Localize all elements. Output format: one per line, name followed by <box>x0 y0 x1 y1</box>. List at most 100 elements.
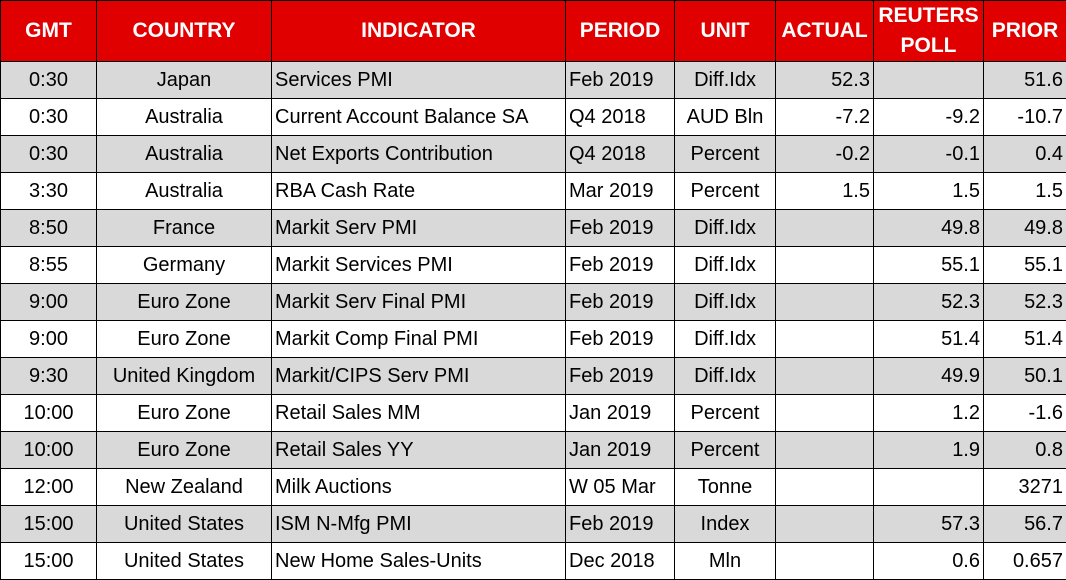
actual-cell: -0.2 <box>775 135 874 173</box>
indicator-cell: Retail Sales YY <box>271 431 566 469</box>
unit-cell: Diff.Idx <box>674 357 776 395</box>
prior-cell: 0.4 <box>983 135 1066 173</box>
reuters-poll-cell: 1.2 <box>873 394 984 432</box>
prior-cell: 51.6 <box>983 61 1066 99</box>
indicator-cell: Markit Serv PMI <box>271 209 566 247</box>
column-header: COUNTRY <box>96 0 272 62</box>
table-row: 9:30 United Kingdom Markit/CIPS Serv PMI Fe… <box>0 357 1066 395</box>
country-cell: Australia <box>96 172 272 210</box>
table-row: 3:30 Australia RBA Cash Rate Mar 2019 Percen… <box>0 172 1066 210</box>
table-row: 9:00 Euro Zone Markit Comp Final PMI Feb 20… <box>0 320 1066 358</box>
country-cell: Euro Zone <box>96 283 272 321</box>
indicator-cell: Markit Serv Final PMI <box>271 283 566 321</box>
country-cell: United States <box>96 505 272 543</box>
gmt-cell: 10:00 <box>0 394 97 432</box>
gmt-cell: 3:30 <box>0 172 97 210</box>
reuters-poll-cell: 57.3 <box>873 505 984 543</box>
prior-cell: 52.3 <box>983 283 1066 321</box>
country-cell: Australia <box>96 135 272 173</box>
unit-cell: AUD Bln <box>674 98 776 136</box>
indicator-cell: RBA Cash Rate <box>271 172 566 210</box>
period-cell: Feb 2019 <box>565 320 675 358</box>
table-row: 0:30 Japan Services PMI Feb 2019 Diff.Idx 52.… <box>0 61 1066 99</box>
table-row: 10:00 Euro Zone Retail Sales MM Jan 2019 Per… <box>0 394 1066 432</box>
indicator-cell: Markit Comp Final PMI <box>271 320 566 358</box>
indicator-cell: Current Account Balance SA <box>271 98 566 136</box>
period-cell: Feb 2019 <box>565 209 675 247</box>
gmt-cell: 9:00 <box>0 283 97 321</box>
indicator-cell: Milk Auctions <box>271 468 566 506</box>
prior-cell: 56.7 <box>983 505 1066 543</box>
gmt-cell: 15:00 <box>0 505 97 543</box>
table-body: 0:30 Japan Services PMI Feb 2019 Diff.Idx 52.… <box>0 61 1066 580</box>
actual-cell <box>775 357 874 395</box>
column-header: UNIT <box>674 0 776 62</box>
prior-cell: 55.1 <box>983 246 1066 284</box>
reuters-poll-cell: -0.1 <box>873 135 984 173</box>
country-cell: Australia <box>96 98 272 136</box>
country-cell: New Zealand <box>96 468 272 506</box>
country-cell: France <box>96 209 272 247</box>
indicator-cell: Markit/CIPS Serv PMI <box>271 357 566 395</box>
table-row: 9:00 Euro Zone Markit Serv Final PMI Feb 20… <box>0 283 1066 321</box>
table-row: 8:50 France Markit Serv PMI Feb 2019 Diff.Id… <box>0 209 1066 247</box>
table-row: 10:00 Euro Zone Retail Sales YY Jan 2019 Per… <box>0 431 1066 469</box>
reuters-poll-cell: 0.6 <box>873 542 984 580</box>
gmt-cell: 0:30 <box>0 98 97 136</box>
period-cell: Feb 2019 <box>565 61 675 99</box>
reuters-poll-cell <box>873 468 984 506</box>
gmt-cell: 15:00 <box>0 542 97 580</box>
actual-cell: -7.2 <box>775 98 874 136</box>
actual-cell <box>775 283 874 321</box>
actual-cell <box>775 468 874 506</box>
reuters-poll-cell: 1.9 <box>873 431 984 469</box>
prior-cell: 49.8 <box>983 209 1066 247</box>
unit-cell: Percent <box>674 172 776 210</box>
actual-cell <box>775 431 874 469</box>
actual-cell <box>775 320 874 358</box>
indicator-cell: Retail Sales MM <box>271 394 566 432</box>
country-cell: Euro Zone <box>96 394 272 432</box>
column-header: REUTERS POLL <box>873 0 984 62</box>
country-cell: Euro Zone <box>96 431 272 469</box>
reuters-poll-cell: 51.4 <box>873 320 984 358</box>
prior-cell: -1.6 <box>983 394 1066 432</box>
reuters-poll-cell: 49.9 <box>873 357 984 395</box>
period-cell: W 05 Mar <box>565 468 675 506</box>
column-header: PERIOD <box>565 0 675 62</box>
prior-cell: 1.5 <box>983 172 1066 210</box>
actual-cell <box>775 246 874 284</box>
country-cell: Japan <box>96 61 272 99</box>
gmt-cell: 8:55 <box>0 246 97 284</box>
table-row: 12:00 New Zealand Milk Auctions W 05 Mar Ton… <box>0 468 1066 506</box>
unit-cell: Index <box>674 505 776 543</box>
country-cell: Germany <box>96 246 272 284</box>
gmt-cell: 9:00 <box>0 320 97 358</box>
country-cell: United States <box>96 542 272 580</box>
unit-cell: Percent <box>674 135 776 173</box>
indicator-cell: ISM N-Mfg PMI <box>271 505 566 543</box>
reuters-poll-cell: 49.8 <box>873 209 984 247</box>
reuters-poll-cell: -9.2 <box>873 98 984 136</box>
indicator-cell: Net Exports Contribution <box>271 135 566 173</box>
period-cell: Feb 2019 <box>565 357 675 395</box>
gmt-cell: 10:00 <box>0 431 97 469</box>
column-header: INDICATOR <box>271 0 566 62</box>
prior-cell: 0.657 <box>983 542 1066 580</box>
actual-cell: 52.3 <box>775 61 874 99</box>
reuters-poll-cell: 52.3 <box>873 283 984 321</box>
table-row: 15:00 United States ISM N-Mfg PMI Feb 2019 I… <box>0 505 1066 543</box>
unit-cell: Mln <box>674 542 776 580</box>
table-row: 8:55 Germany Markit Services PMI Feb 2019 Di… <box>0 246 1066 284</box>
period-cell: Dec 2018 <box>565 542 675 580</box>
column-header: ACTUAL <box>775 0 874 62</box>
reuters-poll-cell: 55.1 <box>873 246 984 284</box>
period-cell: Feb 2019 <box>565 505 675 543</box>
unit-cell: Percent <box>674 431 776 469</box>
gmt-cell: 12:00 <box>0 468 97 506</box>
gmt-cell: 0:30 <box>0 135 97 173</box>
actual-cell <box>775 505 874 543</box>
actual-cell <box>775 394 874 432</box>
unit-cell: Diff.Idx <box>674 320 776 358</box>
